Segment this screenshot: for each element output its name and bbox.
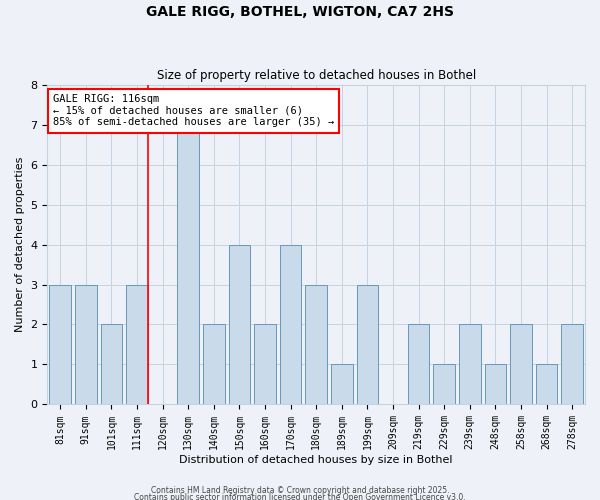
Bar: [75, 284, 97, 405]
Bar: [229, 244, 250, 404]
Title: Size of property relative to detached houses in Bothel: Size of property relative to detached ho…: [157, 69, 476, 82]
Bar: [562, 324, 583, 404]
Bar: [49, 284, 71, 405]
Text: Contains public sector information licensed under the Open Government Licence v3: Contains public sector information licen…: [134, 494, 466, 500]
Bar: [305, 284, 327, 405]
Bar: [485, 364, 506, 405]
Bar: [254, 324, 276, 404]
Bar: [510, 324, 532, 404]
Bar: [433, 364, 455, 405]
Bar: [408, 324, 430, 404]
Text: GALE RIGG: 116sqm
← 15% of detached houses are smaller (6)
85% of semi-detached : GALE RIGG: 116sqm ← 15% of detached hous…: [53, 94, 334, 128]
Bar: [280, 244, 301, 404]
X-axis label: Distribution of detached houses by size in Bothel: Distribution of detached houses by size …: [179, 455, 453, 465]
Bar: [536, 364, 557, 405]
Bar: [126, 284, 148, 405]
Bar: [356, 284, 378, 405]
Bar: [459, 324, 481, 404]
Text: GALE RIGG, BOTHEL, WIGTON, CA7 2HS: GALE RIGG, BOTHEL, WIGTON, CA7 2HS: [146, 5, 454, 19]
Y-axis label: Number of detached properties: Number of detached properties: [15, 157, 25, 332]
Bar: [178, 124, 199, 404]
Bar: [331, 364, 353, 405]
Text: Contains HM Land Registry data © Crown copyright and database right 2025.: Contains HM Land Registry data © Crown c…: [151, 486, 449, 495]
Bar: [101, 324, 122, 404]
Bar: [203, 324, 224, 404]
